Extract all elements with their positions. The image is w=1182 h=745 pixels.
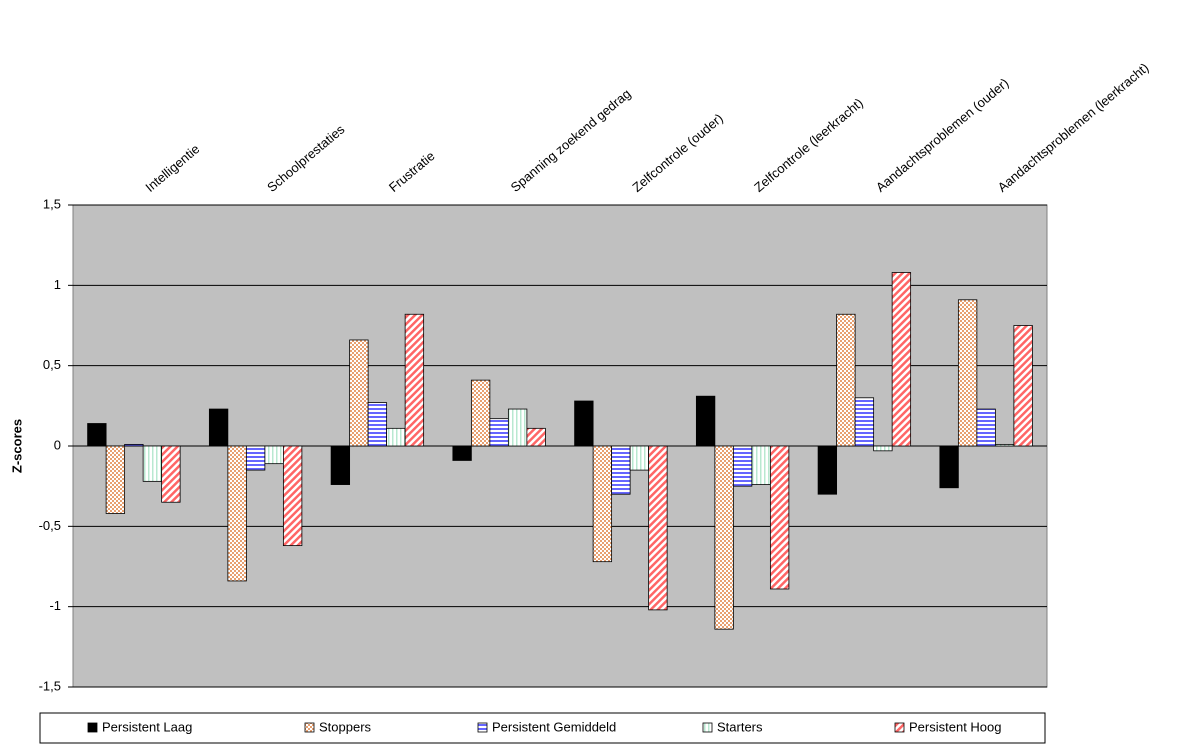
bar [282, 445, 303, 547]
bar [1013, 325, 1033, 447]
x-tick-label: Aandachtsproblemen (leerkracht) [995, 60, 1152, 195]
bar [161, 445, 181, 503]
bar [648, 445, 668, 611]
bar [751, 445, 771, 485]
bar [732, 445, 753, 487]
bar [87, 423, 107, 447]
bar [939, 445, 959, 489]
bar [264, 445, 284, 465]
bar [714, 445, 734, 630]
y-tick-label: -1 [49, 598, 61, 613]
x-tick-label: Spanning zoekend gedrag [508, 86, 634, 195]
bar [245, 445, 266, 471]
bar [489, 418, 509, 447]
bar [349, 339, 369, 447]
x-tick-label: Schoolprestaties [264, 121, 348, 195]
bar [854, 397, 875, 447]
legend-swatch [702, 722, 713, 733]
legend-swatch [894, 722, 905, 733]
bar [611, 445, 631, 495]
bar [330, 445, 351, 485]
bar [105, 445, 126, 514]
x-tick-label: Zelfcontrole (leerkracht) [751, 95, 866, 195]
y-tick-label: 1 [54, 277, 61, 292]
legend-swatch [304, 722, 315, 733]
bar [208, 408, 229, 447]
x-tick-label: Aandachtsproblemen (ouder) [873, 75, 1012, 195]
bar [470, 379, 491, 447]
legend-label: Persistent Gemiddeld [492, 719, 616, 734]
bar [629, 445, 650, 471]
bar [695, 395, 716, 447]
bar [124, 443, 144, 447]
bar [452, 445, 472, 461]
bar [817, 445, 838, 495]
bar [404, 313, 425, 447]
y-tick-label: 0 [54, 437, 61, 452]
legend-label: Stoppers [319, 719, 372, 734]
x-tick-label: Frustratie [386, 148, 438, 195]
legend [39, 712, 1046, 744]
bar [507, 408, 528, 447]
y-tick-label: -1,5 [39, 678, 61, 693]
legend-label: Persistent Hoog [909, 719, 1002, 734]
x-tick-label: Zelfcontrole (ouder) [629, 111, 726, 195]
bar [891, 272, 912, 447]
bar [526, 427, 546, 447]
bar [574, 400, 594, 447]
bar [592, 445, 613, 563]
x-tick-label: Intelligentie [142, 141, 202, 195]
bar [873, 445, 893, 452]
bar [769, 445, 790, 590]
bar [227, 445, 247, 582]
legend-swatch [477, 722, 488, 733]
legend-label: Starters [717, 719, 763, 734]
bar [976, 408, 996, 447]
bar [836, 313, 856, 447]
bar [957, 299, 978, 447]
bar [142, 445, 163, 482]
legend-label: Persistent Laag [102, 719, 192, 734]
bar [367, 402, 388, 447]
y-axis-title: Z-scores [9, 419, 24, 473]
y-tick-label: -0,5 [39, 518, 61, 533]
legend-swatch [87, 722, 98, 733]
y-tick-label: 1,5 [43, 196, 61, 211]
bar [994, 443, 1015, 447]
y-tick-label: 0,5 [43, 357, 61, 372]
bar [386, 427, 406, 447]
